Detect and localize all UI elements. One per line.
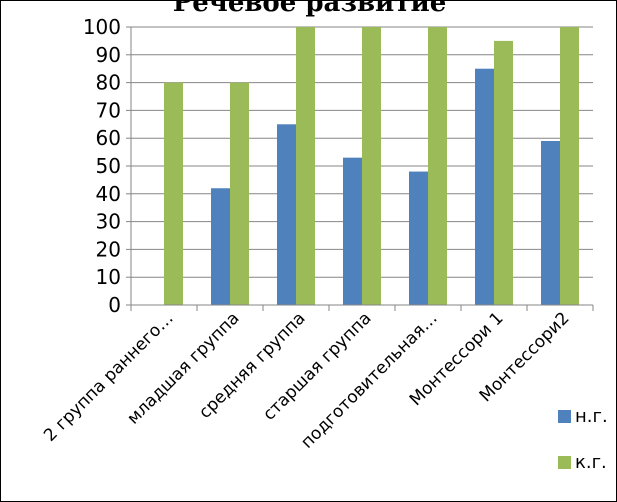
bar-ng-4 [343, 157, 362, 305]
y-tick-label: 0 [108, 293, 121, 317]
y-tick-label: 20 [96, 237, 121, 261]
legend-label: к.г. [575, 452, 607, 473]
bar-kg-7 [560, 27, 579, 305]
bar-ng-7 [541, 140, 560, 305]
bar-kg-4 [362, 27, 381, 305]
y-tick-label: 30 [96, 210, 121, 234]
bar-ng-3 [277, 124, 296, 305]
bar-kg-5 [428, 27, 447, 305]
chart-title: Речевое развитие [172, 0, 447, 18]
y-tick-label: 70 [96, 98, 121, 122]
bar-kg-3 [296, 27, 315, 305]
bar-ng-2 [211, 188, 230, 305]
bar-kg-6 [494, 40, 513, 306]
bar-kg-1 [164, 82, 183, 305]
x-category-label: 2 группа раннего… [40, 308, 177, 445]
y-tick-label: 10 [96, 265, 121, 289]
legend-swatch-2 [558, 456, 571, 469]
y-tick-label: 100 [83, 15, 121, 39]
legend-label: н.г. [575, 406, 608, 427]
y-tick-label: 40 [96, 182, 121, 206]
bar-ng-5 [409, 171, 428, 305]
y-tick-label: 60 [96, 126, 121, 150]
bar-kg-2 [230, 82, 249, 305]
bar-ng-6 [475, 68, 494, 305]
y-tick-label: 80 [96, 71, 121, 95]
y-tick-label: 50 [96, 154, 121, 178]
x-category-label: младшая группа [123, 308, 243, 428]
y-tick-label: 90 [96, 43, 121, 67]
legend-swatch-1 [558, 410, 571, 423]
